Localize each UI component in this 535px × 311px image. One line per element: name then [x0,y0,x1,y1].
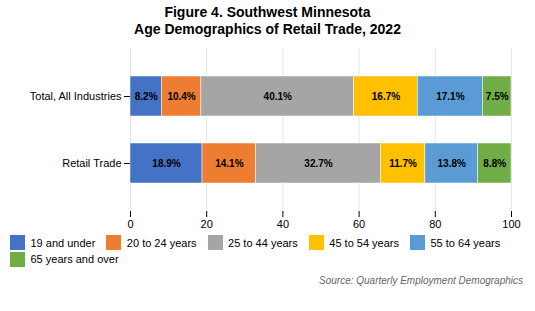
svg-text:20: 20 [201,218,213,230]
svg-text:18.9%: 18.9% [152,157,180,168]
svg-text:13.8%: 13.8% [438,157,466,168]
html-text:65 years and over: 65 years and over [30,253,119,266]
svg-text:8.8%: 8.8% [483,157,506,168]
svg-text:14.1%: 14.1% [215,157,243,168]
svg-text:60: 60 [353,218,365,230]
svg-text:17.1%: 17.1% [436,90,464,101]
html-text:55 to 64 years: 55 to 64 years [430,236,501,249]
svg-text:32.7%: 32.7% [304,157,332,168]
html-text:20 to 24 years: 20 to 24 years [126,236,197,249]
svg-text:0: 0 [127,218,133,230]
svg-text:40.1%: 40.1% [264,90,292,101]
svg-text:40: 40 [277,218,289,230]
svg-text:8.2%: 8.2% [135,90,158,101]
svg-text:16.7%: 16.7% [372,90,400,101]
svg-text:7.5%: 7.5% [486,90,509,101]
html-text:45 to 54 years: 45 to 54 years [329,236,399,249]
svg-text:11.7%: 11.7% [389,157,417,168]
svg-text:Total, All Industries: Total, All Industries [30,90,122,102]
html-text:Source: Quarterly Employment D: Source: Quarterly Employment Demographic… [319,275,523,287]
svg-text:Retail Trade: Retail Trade [62,157,121,169]
html-text:Figure 4. Southwest Minnesota: Figure 4. Southwest Minnesota Age Demogr… [134,4,401,37]
svg-text:100: 100 [502,218,520,230]
svg-text:80: 80 [429,218,441,230]
html-text:25 to 44 years: 25 to 44 years [228,236,298,249]
html-text:19 and under: 19 and under [30,236,96,249]
svg-text:10.4%: 10.4% [167,90,195,101]
